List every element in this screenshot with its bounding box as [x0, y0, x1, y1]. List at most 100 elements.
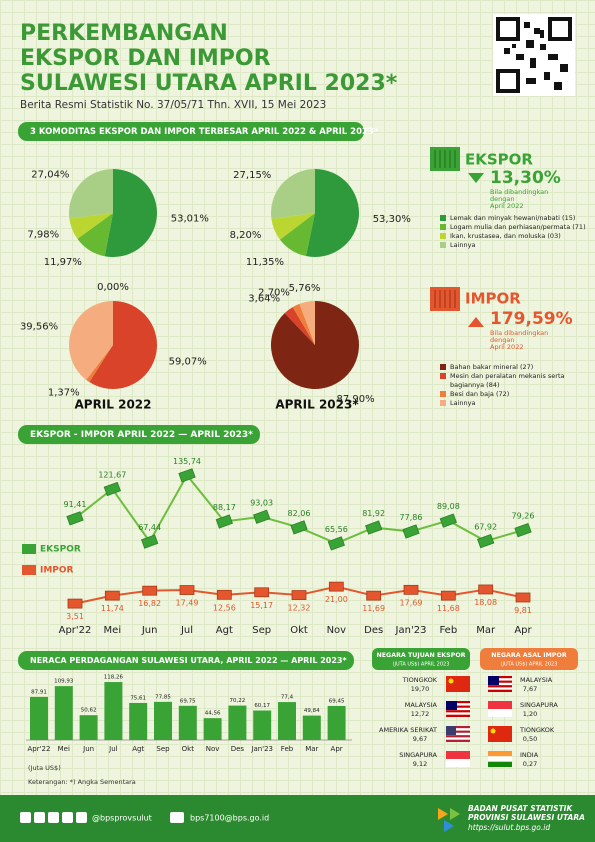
flag-part: [446, 710, 470, 713]
bar: [302, 715, 321, 740]
partner-name: AMERIKA SERIKAT: [379, 726, 437, 734]
flag-part: [488, 682, 512, 686]
org-line: BADAN PUSAT STATISTIK: [468, 804, 573, 813]
legend-swatch: [440, 215, 446, 221]
point-label: 93,03: [250, 498, 273, 507]
x-tick-label: Apr'22: [59, 625, 92, 636]
partner-banner: [372, 648, 470, 670]
bar-label: 69,45: [329, 698, 345, 704]
flag-part: [488, 756, 512, 762]
slice-label: 53,01%: [171, 213, 209, 224]
x-tick-label: Feb: [281, 745, 294, 753]
flag-part: [488, 701, 512, 709]
flag-part: [446, 701, 470, 704]
point-label: 17,69: [400, 598, 423, 607]
point-label: 11,68: [437, 604, 460, 613]
x-tick-label: Jun: [82, 745, 94, 753]
point-label: 12,56: [213, 603, 236, 612]
point-label: 79,26: [512, 512, 535, 521]
ekspor-note: Bila dibandingkan dengan April 2022: [490, 188, 548, 210]
slice-label: 27,04%: [31, 170, 69, 181]
point-label: 91,41: [64, 500, 87, 509]
bar: [278, 702, 296, 740]
x-tick-label: Mar: [476, 625, 496, 636]
note: Keterangan: *) Angka Sementara: [28, 778, 136, 786]
point-marker: [477, 533, 495, 549]
flag-part: [446, 735, 470, 738]
ekspor-label: EKSPOR: [465, 151, 533, 169]
pie-slice: [271, 169, 315, 219]
point-label: 135,74: [173, 457, 201, 466]
bar: [30, 696, 48, 740]
partner-value: 19,70: [411, 685, 430, 693]
point-label: 3,51: [66, 612, 84, 621]
bar-label: 75,61: [130, 695, 146, 701]
bar-label: 49,84: [304, 708, 320, 714]
pie-slice: [86, 345, 113, 383]
slice-label: 8,20%: [230, 230, 262, 241]
point-label: 82,06: [288, 509, 311, 518]
bar: [54, 686, 73, 740]
slice-label: 11,35%: [246, 257, 284, 268]
partner-value: 0,50: [523, 735, 537, 743]
legend-swatch: [440, 391, 446, 397]
bar-label: 69,75: [180, 698, 196, 704]
slice-label: 59,07%: [169, 356, 207, 367]
legend-label: Logam mulia dan perhiasan/permata (71): [450, 223, 586, 231]
up-arrow: [468, 317, 484, 327]
x-tick-label: Agt: [216, 625, 233, 636]
pie-slice: [69, 169, 113, 219]
point-label: 88,17: [213, 503, 236, 512]
flag-part: [446, 726, 470, 729]
pie-slice: [89, 301, 157, 390]
flag-part: [446, 732, 470, 736]
x-tick-label: Jun: [141, 625, 158, 636]
subtitle: Berita Resmi Statistik No. 37/05/71 Thn.…: [20, 99, 326, 111]
x-tick-label: Mei: [58, 745, 70, 753]
bar: [104, 682, 123, 740]
legend-label: Lainnya: [450, 399, 475, 407]
slice-label: 2,70%: [258, 288, 290, 299]
flag: [488, 726, 512, 742]
partner-title: NEGARA TUJUAN EKSPOR: [376, 652, 465, 659]
point-label: 12,32: [288, 604, 311, 613]
partner-name: TIONGKOK: [402, 676, 438, 684]
point-label: 121,67: [98, 470, 126, 479]
pie-slice: [284, 307, 315, 345]
legend-swatch: [440, 242, 446, 248]
slice-label: 7,98%: [27, 229, 59, 240]
partner-value: 12,72: [411, 710, 430, 718]
point-marker: [66, 511, 84, 526]
flag-part: [488, 687, 512, 690]
bar-label: 118,26: [104, 675, 124, 681]
partner-value: 9,67: [413, 735, 427, 743]
flag-part: [446, 712, 470, 715]
flag-part: [446, 714, 470, 717]
flag-part: [488, 726, 512, 742]
flag-part: [446, 737, 470, 740]
impor-icon: [430, 287, 460, 311]
x-tick-label: Okt: [182, 745, 195, 753]
section-banner: [18, 651, 354, 670]
flag-part: [446, 701, 457, 710]
point-marker: [216, 589, 232, 600]
x-tick-label: Agt: [132, 745, 144, 753]
slice-label: 53,30%: [373, 214, 411, 225]
point-marker: [514, 522, 532, 538]
bar-label: 109,93: [54, 679, 74, 685]
section-banner: [18, 122, 364, 141]
bar-label: 44,56: [205, 711, 221, 717]
point-marker: [290, 520, 308, 535]
point-marker: [402, 524, 420, 539]
point-label: 89,08: [437, 502, 460, 511]
slice-label: 27,15%: [233, 170, 271, 181]
flag-part: [446, 751, 470, 759]
impor-note: Bila dibandingkan dengan April 2022: [490, 329, 548, 351]
partner-name: MALAYSIA: [520, 676, 553, 684]
flag-part: [446, 707, 470, 711]
x-tick-label: Sep: [156, 745, 170, 753]
slice-label: 87,90%: [337, 394, 375, 405]
flag-part: [488, 685, 512, 688]
flag-part: [490, 728, 496, 734]
x-tick-label: Jan'23: [395, 625, 427, 636]
